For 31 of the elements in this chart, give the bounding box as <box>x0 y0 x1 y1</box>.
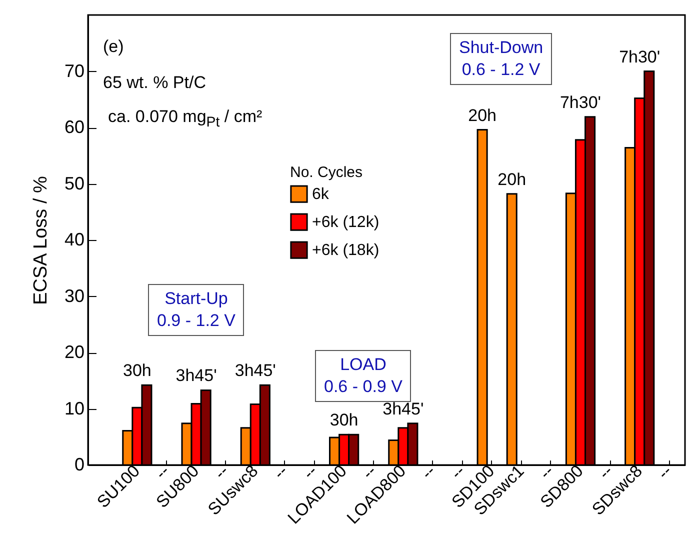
x-tick-label: -- <box>270 461 292 483</box>
y-tick-label: 40 <box>64 230 84 250</box>
annotation: 20h <box>498 170 526 189</box>
annotation: 3h45' <box>234 361 276 380</box>
y-tick-label: 0 <box>74 454 84 474</box>
annotation: 3h45' <box>382 399 424 418</box>
annotation: 3h45' <box>176 366 217 386</box>
legend-title: No. Cycles <box>290 164 363 181</box>
y-tick-label: 60 <box>64 117 84 137</box>
x-tick-label: -- <box>418 461 440 483</box>
annotation: LOAD 0.6 - 0.9 V <box>324 355 402 396</box>
annotation: 30h <box>122 361 152 380</box>
annotation: 7h30' <box>560 92 602 112</box>
annotation: Shut-Down 0.6 - 1.2 V <box>450 33 552 86</box>
legend-label: 6k <box>312 186 330 203</box>
annotation: (e) <box>103 36 124 58</box>
annotation: ca. 0.070 mg$_{Pt}$ / cm² <box>108 106 262 132</box>
y-tick-label: 10 <box>64 398 84 418</box>
annotation: Start-Up 0.9 - 1.2 V <box>148 284 244 336</box>
y-tick-label: 70 <box>64 60 84 81</box>
y-axis-title: ECSA Loss / % <box>30 176 52 305</box>
annotation: 30h <box>330 410 358 430</box>
y-tick-label: 20 <box>64 342 84 362</box>
y-tick-label: 30 <box>64 286 84 306</box>
y-tick-label: 50 <box>64 173 84 194</box>
x-tick-label: -- <box>654 461 676 483</box>
annotation: 65 wt. % Pt/C <box>103 72 206 94</box>
annotation: 7h30' <box>619 47 660 66</box>
annotation: 20h <box>468 106 496 125</box>
legend-label: +6k (18k) <box>312 242 380 259</box>
legend-label: +6k (12k) <box>312 214 380 231</box>
